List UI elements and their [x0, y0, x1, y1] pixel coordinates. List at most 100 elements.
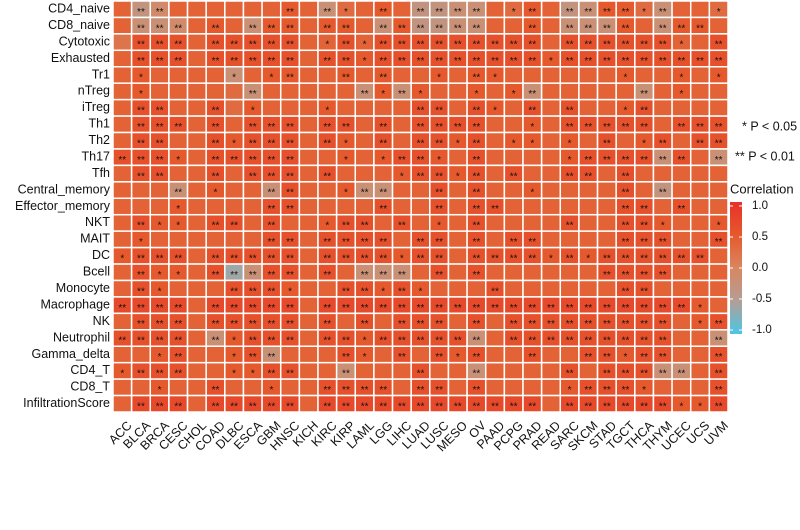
heatmap-cell	[205, 345, 226, 364]
significance-label: **	[566, 7, 574, 18]
significance-label: **	[398, 319, 406, 330]
significance-label: **	[584, 352, 592, 363]
heatmap-cell	[708, 82, 729, 101]
significance-label: **	[566, 106, 574, 117]
significance-label: *	[568, 155, 572, 166]
significance-label: **	[696, 138, 704, 149]
significance-label: **	[528, 352, 536, 363]
heatmap-cell	[652, 82, 673, 101]
significance-label: **	[361, 89, 369, 100]
significance-label: **	[473, 319, 481, 330]
heatmap-cell	[652, 279, 673, 298]
significance-label: **	[379, 303, 387, 314]
significance-label: **	[174, 319, 182, 330]
significance-label: **	[249, 122, 257, 133]
significance-label: **	[473, 336, 481, 347]
significance-label: **	[473, 171, 481, 182]
heatmap-cell	[559, 263, 580, 282]
heatmap-cell	[503, 213, 524, 232]
significance-label: **	[379, 401, 387, 412]
significance-label: **	[286, 122, 294, 133]
significance-label: *	[530, 122, 534, 133]
heatmap-cell	[671, 345, 692, 364]
heatmap-cell	[112, 197, 133, 216]
significance-label: **	[435, 401, 443, 412]
significance-label: **	[435, 303, 443, 314]
significance-label: **	[659, 270, 667, 281]
significance-label: *	[437, 221, 441, 232]
significance-label: **	[715, 138, 723, 149]
significance-label: *	[400, 253, 404, 264]
heatmap-cell	[689, 181, 711, 200]
significance-label: **	[473, 188, 481, 199]
heatmap-cell	[112, 16, 133, 35]
significance-label: *	[642, 7, 646, 18]
heatmap-cell	[335, 164, 357, 183]
heatmap-cell	[484, 82, 506, 101]
significance-label: **	[435, 23, 443, 34]
significance-label: *	[456, 171, 460, 182]
significance-label: **	[398, 23, 406, 34]
significance-label: **	[491, 204, 499, 215]
heatmap-cell	[522, 378, 543, 397]
significance-label: **	[230, 319, 238, 330]
row-label: Tr1	[92, 67, 110, 81]
significance-label: **	[137, 56, 145, 67]
significance-label: **	[249, 89, 257, 100]
heatmap-cell	[484, 16, 506, 35]
significance-label: **	[342, 23, 350, 34]
significance-label: **	[156, 56, 164, 67]
heatmap-cell	[298, 329, 319, 347]
significance-label: *	[512, 7, 516, 18]
significance-label: **	[174, 56, 182, 67]
significance-label: **	[454, 122, 462, 133]
significance-label: **	[398, 270, 406, 281]
significance-label: **	[603, 369, 611, 380]
significance-label: **	[417, 336, 425, 347]
heatmap-cell	[503, 263, 524, 282]
significance-label: **	[137, 171, 145, 182]
significance-label: **	[510, 303, 518, 314]
significance-label: **	[696, 56, 704, 67]
significance-label: **	[361, 385, 369, 396]
heatmap-cell	[112, 131, 133, 150]
significance-label: **	[230, 155, 238, 166]
significance-label: **	[174, 122, 182, 133]
significance-label: **	[640, 369, 648, 380]
significance-label: **	[622, 401, 630, 412]
significance-label: **	[566, 40, 574, 51]
heatmap-cell	[298, 49, 319, 68]
significance-label: **	[398, 336, 406, 347]
significance-label: **	[249, 352, 257, 363]
significance-label: **	[473, 385, 481, 396]
significance-label: *	[717, 221, 721, 232]
heatmap-cell	[279, 378, 301, 397]
heatmap-cell	[298, 296, 319, 315]
significance-label: **	[584, 385, 592, 396]
heatmap-cell	[224, 115, 245, 134]
significance-label: *	[661, 221, 665, 232]
heatmap-cell	[168, 98, 189, 117]
heatmap-cell	[634, 164, 655, 183]
heatmap-cell	[112, 115, 133, 134]
significance-label: **	[640, 122, 648, 133]
heatmap-cell	[484, 115, 506, 134]
heatmap-cell	[391, 0, 412, 19]
significance-label: **	[249, 401, 257, 412]
row-label: CD4_T	[70, 363, 110, 377]
heatmap-cell	[522, 66, 543, 84]
significance-label: *	[251, 369, 255, 380]
heatmap-cell	[186, 312, 207, 331]
heatmap-cell	[354, 197, 375, 216]
heatmap-cell	[540, 213, 562, 232]
significance-label: **	[510, 401, 518, 412]
significance-label: *	[344, 155, 348, 166]
significance-label: **	[249, 336, 257, 347]
heatmap-cell	[186, 361, 207, 380]
significance-label: **	[454, 7, 462, 18]
significance-label: **	[268, 204, 276, 215]
significance-label: **	[566, 369, 574, 380]
significance-label: **	[174, 303, 182, 314]
significance-label: **	[640, 352, 648, 363]
significance-label: **	[454, 401, 462, 412]
